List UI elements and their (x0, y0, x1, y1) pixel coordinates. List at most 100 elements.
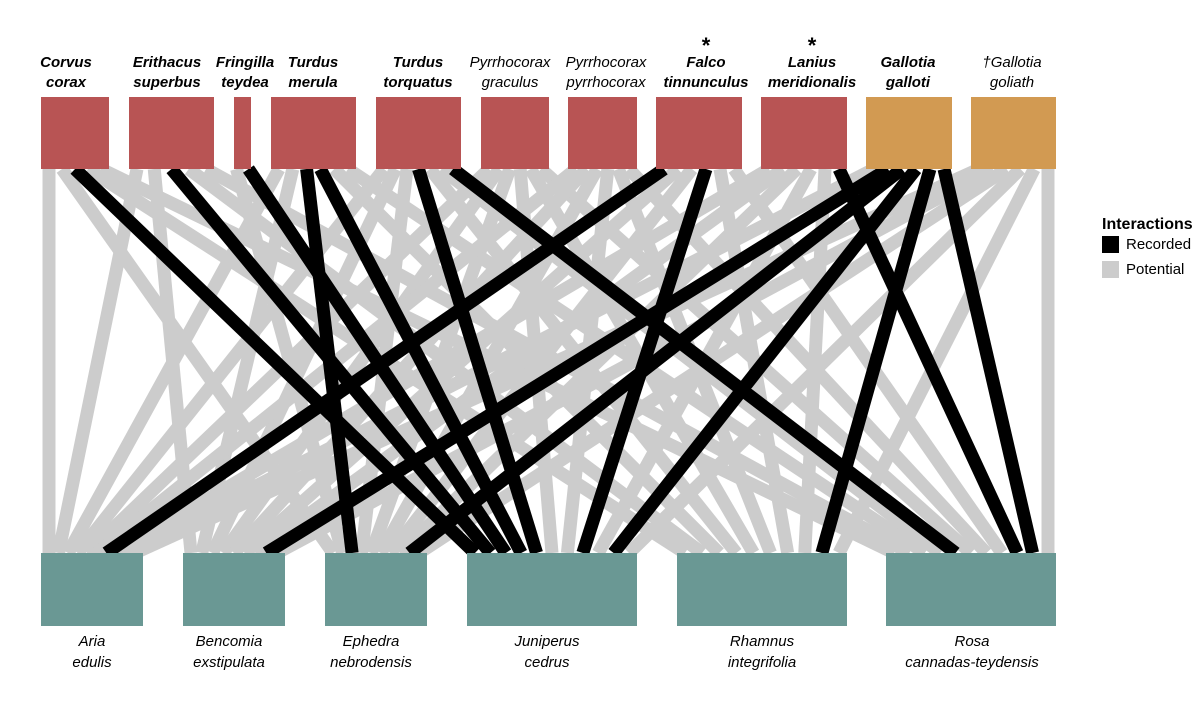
label-rosa-line: cannadas-teydensis (905, 654, 1039, 671)
label-bencomia-line: Bencomia (196, 633, 263, 650)
label-turdust-line: Turdus (393, 54, 444, 71)
link-potential-falco-bencomia (240, 164, 683, 558)
animal-labels: Corvus corax Erithacus superbus Fringilla tey… (40, 33, 1041, 91)
label-gallotia: Gallotia galloti (880, 54, 935, 91)
label-gallotia-line: Gallotia (880, 54, 935, 71)
legend-potential-label: Potential (1126, 261, 1184, 278)
label-pyrrp-line: pyrrhocorax (565, 74, 646, 91)
legend-recorded-swatch (1102, 236, 1119, 253)
label-turdusm: Turdus merula (288, 54, 339, 91)
link-recorded-turdust-rosa (449, 163, 960, 559)
label-turdusm-line: Turdus (288, 54, 339, 71)
label-juniperus-line: Juniperus (513, 633, 580, 650)
node-juniperus (467, 553, 637, 626)
label-turdust: Turdus torquatus (383, 54, 452, 91)
label-goliath: †Gallotia goliath (982, 54, 1041, 91)
plant-labels: Aria edulis Bencomia exstipulata Ephedra nebr… (72, 633, 1039, 671)
label-bencomia-line: exstipulata (193, 654, 265, 671)
node-turdusm (271, 97, 356, 169)
link-recorded-falco-aria (102, 163, 668, 559)
label-erithacus-line: superbus (133, 74, 201, 91)
legend-recorded-label: Recorded (1126, 236, 1191, 253)
recorded-links (70, 163, 1039, 559)
legend-potential-swatch (1102, 261, 1119, 278)
label-turdusm-line: merula (288, 74, 337, 91)
marker-falco: * (702, 33, 711, 58)
label-ephedra-line: nebrodensis (330, 654, 412, 671)
node-pyrrp (568, 97, 637, 169)
label-fringilla-line: Fringilla (216, 54, 274, 71)
label-rhamnus: Rhamnus integrifolia (728, 633, 796, 671)
label-pyrrp: Pyrrhocorax pyrrhocorax (565, 54, 647, 91)
label-ephedra-line: Ephedra (343, 633, 400, 650)
link-recorded-corvus-juniperus (70, 164, 480, 558)
node-corvus (41, 97, 109, 169)
node-erithacus (129, 97, 214, 169)
label-ephedra: Ephedra nebrodensis (330, 633, 412, 671)
label-aria: Aria edulis (72, 633, 112, 671)
link-recorded-turdust-juniperus (412, 167, 543, 555)
label-corvus-line: Corvus (40, 54, 92, 71)
node-rhamnus (677, 553, 847, 626)
label-goliath-line: †Gallotia (982, 54, 1041, 71)
link-potential-goliath-aria (132, 163, 982, 559)
label-corvus-line: corax (46, 74, 87, 91)
link-potential-erithacus-aria (52, 167, 144, 555)
label-pyrrg: Pyrrhocorax graculus (470, 54, 551, 91)
node-aria (41, 553, 143, 626)
link-recorded-gallotia-bencomia (262, 163, 892, 559)
label-pyrrg-line: Pyrrhocorax (470, 54, 551, 71)
label-falco: Falco tinnunculus (664, 54, 749, 91)
label-rhamnus-line: Rhamnus (730, 633, 795, 650)
node-ephedra (325, 553, 427, 626)
link-potential-gallotia-aria (122, 163, 877, 559)
label-juniperus-line: cedrus (524, 654, 570, 671)
animal-nodes (41, 97, 1056, 169)
node-pyrrg (481, 97, 549, 169)
label-juniperus: Juniperus cedrus (513, 633, 580, 671)
link-recorded-gallotia-rosa (937, 167, 1039, 555)
node-gallotia (866, 97, 952, 169)
label-turdust-line: torquatus (383, 74, 452, 91)
label-pyrrg-line: graculus (482, 74, 539, 91)
node-rosa (886, 553, 1056, 626)
label-lanius: Lanius meridionalis (768, 54, 856, 91)
node-goliath (971, 97, 1056, 169)
link-recorded-gallotia-rhamnus (815, 167, 937, 555)
label-rosa: Rosa cannadas-teydensis (905, 633, 1039, 671)
label-falco-line: Falco (686, 54, 725, 71)
label-goliath-line: goliath (990, 74, 1034, 91)
link-potential-pyrrg-aria (82, 164, 494, 558)
label-rhamnus-line: integrifolia (728, 654, 796, 671)
link-recorded-gallotia-juniperus (608, 164, 922, 558)
node-lanius (761, 97, 847, 169)
label-bencomia: Bencomia exstipulata (193, 633, 265, 671)
node-turdust (376, 97, 461, 169)
label-fringilla: Fringilla teydea (216, 54, 274, 91)
plant-nodes (41, 553, 1056, 626)
label-aria-line: Aria (78, 633, 106, 650)
legend: Interactions Recorded Potential (1102, 216, 1193, 278)
link-potential-lanius-aria (112, 163, 773, 559)
legend-title: Interactions (1102, 216, 1193, 233)
label-falco-line: tinnunculus (664, 74, 749, 91)
label-aria-line: edulis (72, 654, 112, 671)
link-potential-turdust-aria (72, 164, 390, 558)
label-erithacus: Erithacus superbus (133, 54, 201, 91)
label-erithacus-line: Erithacus (133, 54, 201, 71)
node-falco (656, 97, 742, 169)
label-gallotia-line: galloti (885, 74, 931, 91)
label-pyrrp-line: Pyrrhocorax (566, 54, 647, 71)
marker-lanius: * (808, 33, 817, 58)
label-corvus: Corvus corax (40, 54, 92, 91)
link-recorded-turdusm-ephedra (300, 168, 359, 554)
link-recorded-falco-juniperus (576, 167, 713, 555)
node-bencomia (183, 553, 285, 626)
link-potential-turdusm-aria (62, 165, 285, 557)
node-fringilla (234, 97, 251, 169)
link-recorded-gallotia-ephedra (405, 163, 906, 559)
label-lanius-line: Lanius (788, 54, 836, 71)
label-lanius-line: meridionalis (768, 74, 856, 91)
label-fringilla-line: teydea (221, 74, 269, 91)
